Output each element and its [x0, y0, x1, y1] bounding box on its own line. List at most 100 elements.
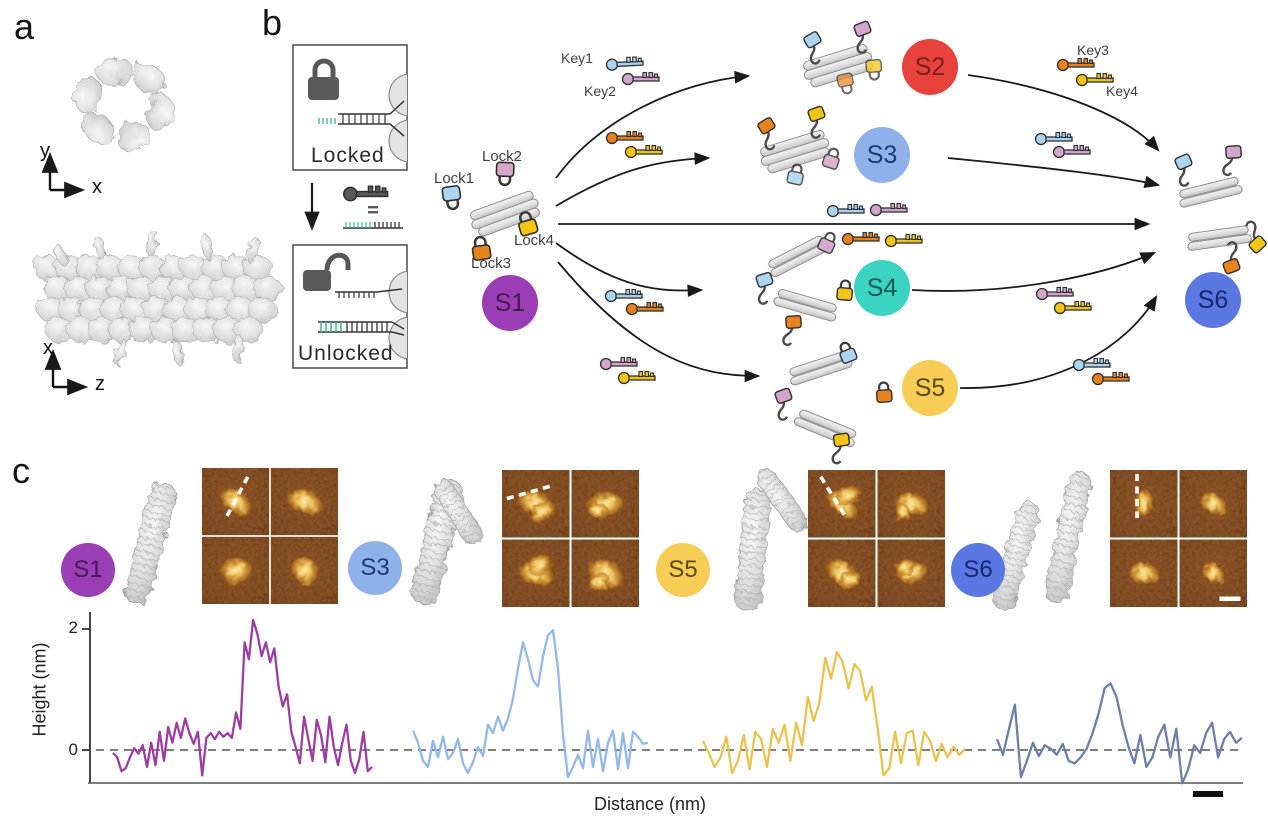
key1-icon [604, 288, 643, 303]
key1-label: Key1 [561, 50, 593, 66]
lock1-open-icon [1172, 151, 1198, 188]
afm-image-cell [1110, 539, 1178, 607]
key3-icon [1056, 57, 1095, 72]
locked-dna-duplex [318, 100, 405, 137]
key4-icon [617, 370, 656, 385]
origami-edge-top [388, 270, 407, 314]
state-badge-s1: S1 [482, 275, 538, 331]
axes-xy [41, 151, 86, 199]
afm-images-s1 [202, 468, 338, 604]
axis-x2-label: x [43, 337, 53, 359]
lock1-label: Lock1 [434, 170, 475, 187]
key3-icon [625, 301, 664, 316]
generic-key-icon [343, 185, 389, 202]
lock2-open-icon [1220, 142, 1245, 178]
lock2-open-icon [772, 386, 797, 422]
cross-section-line [225, 474, 251, 517]
afm-image-cell [808, 470, 876, 538]
structure-s6 [1172, 142, 1268, 276]
padlock-closed-icon [308, 58, 339, 100]
state-badge-s1-panelc: S1 [61, 543, 115, 597]
state-badge-s5: S5 [902, 360, 958, 416]
afm-image-cell [202, 536, 270, 604]
chart-traces [112, 618, 1243, 785]
reaction-arrows [555, 70, 1161, 389]
key4-icon [624, 144, 663, 159]
unlocked-strands [318, 288, 405, 336]
arrow-s4-s6 [911, 252, 1157, 292]
lock4-icon [864, 58, 884, 82]
afm-images-s6 [1110, 470, 1247, 607]
y-axis-title: Height (nm) [29, 642, 50, 737]
state-badge-s2: S2 [902, 39, 958, 95]
axis-z-label: z [95, 373, 105, 395]
state-badge-s4: S4 [854, 260, 910, 316]
key1-icon [1072, 357, 1111, 372]
y-tick-label-2: 2 [68, 618, 78, 637]
axes-xz [44, 348, 89, 396]
lock3-open-icon [780, 312, 805, 348]
trace-S3 [411, 629, 649, 779]
key4-icon [884, 233, 923, 248]
x-axis-title: Distance (nm) [593, 794, 707, 814]
lock3-label: Lock3 [471, 255, 512, 272]
cross-section-line [506, 483, 554, 501]
afm-image-cell [202, 468, 270, 536]
equals-icon [368, 206, 378, 214]
lock3-icon [835, 71, 857, 96]
reaction-keys [599, 55, 1130, 386]
key2-icon [621, 71, 660, 86]
structure-s2 [800, 19, 884, 96]
key3-icon [605, 130, 644, 145]
afm-image-cell [502, 470, 570, 538]
trace-S1 [112, 618, 373, 777]
afm-images-s3 [502, 470, 639, 607]
arrow-s2-s6 [967, 74, 1160, 152]
key1-icon [826, 203, 865, 218]
key2-icon [1035, 286, 1074, 301]
lock4-open-icon [830, 430, 852, 466]
afm-image-cell [1110, 470, 1178, 538]
model-structure-s1 [120, 479, 180, 607]
afm-scale-bar [1219, 596, 1241, 601]
key3-icon [841, 231, 880, 246]
axis-y-label: y [40, 140, 50, 162]
arrow-s1-s3 [555, 152, 711, 207]
key2-icon [869, 202, 908, 217]
afm-image-cell [571, 539, 639, 607]
locked-label: Locked [311, 144, 385, 167]
lock2-label: Lock2 [482, 148, 523, 165]
origami-edge-top [388, 73, 407, 117]
origami-edge-bottom [388, 119, 407, 163]
lock3-open-icon [1218, 240, 1243, 276]
height-profile-chart [82, 612, 1243, 785]
lock4-label: Lock4 [514, 232, 555, 249]
locked-box [292, 44, 408, 171]
arrow-s1-s5 [557, 261, 761, 383]
afm-image-cell [270, 468, 338, 536]
cryoem-top-view-structure [74, 56, 174, 152]
unlocked-label: Unlocked [298, 342, 394, 365]
model-structure-s3 [407, 476, 486, 608]
cross-section-line [819, 475, 849, 521]
key2-icon [1052, 144, 1091, 159]
state-badge-s6: S6 [1185, 272, 1241, 328]
lock3-icon [874, 380, 894, 404]
cryoem-side-view-structure [32, 229, 284, 367]
trace-S5 [701, 650, 966, 777]
structure-s3 [754, 104, 844, 187]
arrow-s1-s2 [555, 70, 751, 179]
key1-icon [1034, 131, 1073, 146]
lock1-icon [440, 184, 464, 212]
model-structure-s5 [733, 465, 812, 613]
afm-image-cell [877, 539, 945, 607]
afm-image-cell [502, 539, 570, 607]
afm-image-cell [270, 536, 338, 604]
y-tick-label-0: 0 [68, 740, 78, 759]
afm-image-cell [1179, 539, 1247, 607]
afm-image-cell [571, 470, 639, 538]
structure-s4 [753, 229, 855, 348]
unlock-reaction [304, 183, 403, 231]
lock1-open-icon [753, 270, 777, 306]
